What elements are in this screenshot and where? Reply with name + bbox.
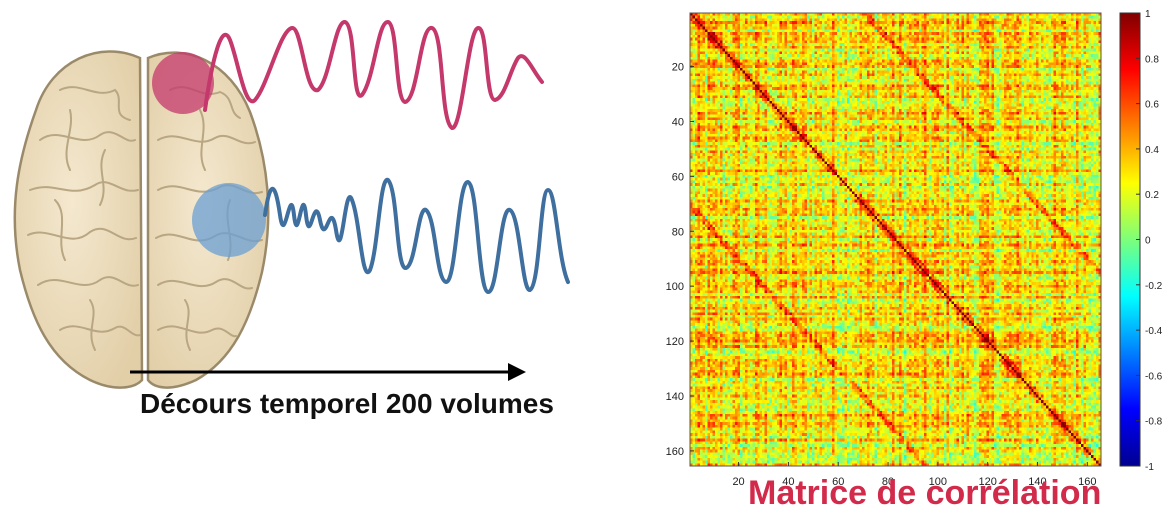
heatmap-cells <box>690 13 1101 466</box>
colorbar-tick-label: -0.8 <box>1145 417 1162 428</box>
colorbar-tick-label: 0.6 <box>1145 100 1159 111</box>
y-tick-label: 20 <box>672 62 684 74</box>
colorbar-tick-label: -0.6 <box>1145 371 1162 382</box>
region-marker-blue <box>192 183 266 257</box>
correlation-matrix: 20 40 60 80 100 120 140 160 2040608010012014016… <box>666 13 1101 488</box>
colorbar-tick-label: 0.2 <box>1145 190 1159 201</box>
colorbar-tick-label: 1 <box>1145 9 1151 20</box>
brain-illustration <box>15 51 268 387</box>
y-tick-label: 140 <box>666 391 684 403</box>
colorbar-tick-label: 0.8 <box>1145 54 1159 65</box>
colorbar-tick-label: -0.2 <box>1145 281 1162 292</box>
y-tick-label: 40 <box>672 116 684 128</box>
colorbar-tick-label: 0 <box>1145 236 1151 247</box>
matrix-title: Matrice de corrélation <box>748 474 1101 513</box>
y-tick-label: 120 <box>666 336 684 348</box>
colorbar: 1 0.8 0.6 0.4 0.2 0 -0.2 -0.4 -0.6 -0.8 -1 <box>1120 9 1162 473</box>
heatmap-image <box>690 13 1101 466</box>
colorbar-tick-label: 0.4 <box>1145 145 1159 156</box>
colorbar-tick-label: -1 <box>1145 462 1154 473</box>
x-tick-label: 20 <box>732 476 744 488</box>
y-tick-label: 100 <box>666 281 684 293</box>
signal-trace-blue <box>265 180 568 292</box>
colorbar-tick-label: -0.4 <box>1145 326 1162 337</box>
timeline-label: Décours temporel 200 volumes <box>140 388 554 420</box>
y-tick-label: 160 <box>666 446 684 458</box>
signal-trace-red <box>205 22 542 128</box>
y-tick-label: 60 <box>672 171 684 183</box>
y-tick-label: 80 <box>672 226 684 238</box>
